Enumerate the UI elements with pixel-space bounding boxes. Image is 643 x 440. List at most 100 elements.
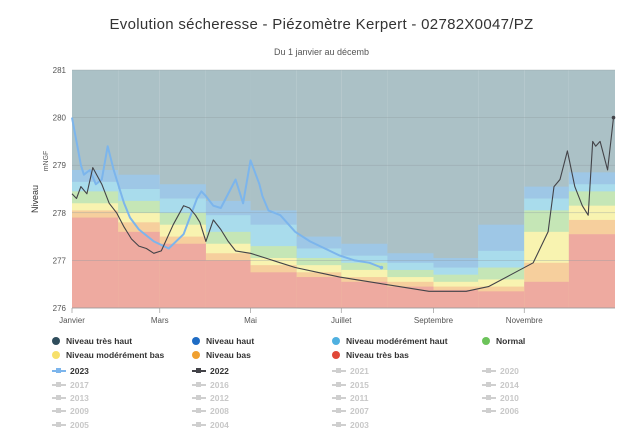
legend-dot-icon xyxy=(332,337,340,345)
legend-dot-icon xyxy=(52,351,60,359)
legend-line-icon xyxy=(482,381,496,389)
legend-line-icon xyxy=(192,407,206,415)
legend-item-niveau-bas[interactable]: Niveau bas xyxy=(192,350,251,360)
legend-label: Niveau modérément haut xyxy=(346,336,448,346)
legend-line-icon xyxy=(192,367,206,375)
chart-title: Evolution sécheresse - Piézomètre Kerper… xyxy=(109,16,534,33)
series-2023-end-point xyxy=(379,265,384,270)
legend-item-2003[interactable]: 2003 xyxy=(332,420,369,430)
legend-item-2013[interactable]: 2013 xyxy=(52,393,89,403)
band-niveau-tr-s-bas-m10 xyxy=(478,291,525,308)
legend-dot-icon xyxy=(52,337,60,345)
level-bands xyxy=(72,70,615,308)
legend-line-icon xyxy=(52,367,66,375)
legend-item-niveau-tr-s-haut[interactable]: Niveau très haut xyxy=(52,336,132,346)
y-tick-label: 276 xyxy=(53,304,67,313)
legend-item-2006[interactable]: 2006 xyxy=(482,406,519,416)
legend-line-icon xyxy=(332,381,346,389)
legend-line-icon xyxy=(52,394,66,402)
band-niveau-tr-s-bas-m9 xyxy=(433,289,479,308)
x-tick-label: Juillet xyxy=(331,316,352,325)
band-niveau-tr-s-bas-m11 xyxy=(524,281,569,308)
legend-label: 2003 xyxy=(350,420,369,430)
legend-label: 2021 xyxy=(350,366,369,376)
series-lines xyxy=(71,115,616,292)
legend-label: 2023 xyxy=(70,366,89,376)
series-2022-end-point xyxy=(611,115,616,120)
legend-label: 2014 xyxy=(500,380,519,390)
legend-dot-icon xyxy=(192,337,200,345)
legend-item-2005[interactable]: 2005 xyxy=(52,420,89,430)
legend-item-2022[interactable]: 2022 xyxy=(192,366,229,376)
y-tick-label: 280 xyxy=(53,114,67,123)
legend-label: 2005 xyxy=(70,420,89,430)
legend-dot-icon xyxy=(332,351,340,359)
legend-line-icon xyxy=(192,421,206,429)
legend-item-2020[interactable]: 2020 xyxy=(482,366,519,376)
band-niveau-tr-s-bas-m8 xyxy=(387,286,434,308)
legend-line-icon xyxy=(332,367,346,375)
legend-item-2015[interactable]: 2015 xyxy=(332,380,369,390)
legend-item-2017[interactable]: 2017 xyxy=(52,380,89,390)
y-axis-unit: mNGF xyxy=(43,151,50,172)
y-tick-label: 277 xyxy=(53,256,67,265)
legend-item-niveau-tr-s-bas[interactable]: Niveau très bas xyxy=(332,350,409,360)
x-tick-label: Janvier xyxy=(59,316,85,325)
y-tick-label: 278 xyxy=(53,209,67,218)
legend-label: 2011 xyxy=(350,393,369,403)
legend-line-icon xyxy=(332,394,346,402)
band-niveau-tr-s-bas-m4 xyxy=(205,260,251,308)
legend-line-icon xyxy=(192,381,206,389)
axes: 276 277 278 279 280 281 Janvier Mars Mai Juillet S… xyxy=(30,66,615,325)
legend-line-icon xyxy=(482,407,496,415)
y-tick-label: 281 xyxy=(53,66,67,75)
legend-label: Niveau haut xyxy=(206,336,255,346)
legend-item-2016[interactable]: 2016 xyxy=(192,380,229,390)
legend-label: 2013 xyxy=(70,393,89,403)
legend-line-icon xyxy=(332,407,346,415)
legend-label: Normal xyxy=(496,336,526,346)
legend-item-2012[interactable]: 2012 xyxy=(192,393,229,403)
legend-item-2023[interactable]: 2023 xyxy=(52,366,89,376)
legend-label: 2017 xyxy=(70,380,89,390)
legend-label: 2007 xyxy=(350,406,369,416)
y-axis-label: Niveau xyxy=(30,185,40,213)
band-niveau-tr-s-bas-m6 xyxy=(296,277,342,308)
series-2022-line xyxy=(71,117,615,292)
legend-item-2014[interactable]: 2014 xyxy=(482,380,519,390)
legend-item-niveau-mod-r-ment-haut[interactable]: Niveau modérément haut xyxy=(332,336,448,346)
band-niveau-tr-s-bas-m2 xyxy=(118,231,160,308)
legend-label: Niveau très haut xyxy=(66,336,133,346)
legend-line-icon xyxy=(52,381,66,389)
band-niveau-tr-s-bas-m5 xyxy=(250,272,297,308)
legend-label: 2009 xyxy=(70,406,89,416)
band-niveau-tr-s-bas-m12 xyxy=(568,234,615,308)
legend-label: 2008 xyxy=(210,406,229,416)
legend-item-2008[interactable]: 2008 xyxy=(192,406,229,416)
legend-line-icon xyxy=(192,394,206,402)
legend-item-2007[interactable]: 2007 xyxy=(332,406,369,416)
legend-label: 2006 xyxy=(500,406,519,416)
legend-item-2021[interactable]: 2021 xyxy=(332,366,369,376)
legend-dot-icon xyxy=(482,337,490,345)
legend-line-icon xyxy=(52,421,66,429)
legend-item-2009[interactable]: 2009 xyxy=(52,406,89,416)
legend-item-2004[interactable]: 2004 xyxy=(192,420,229,430)
legend-item-niveau-mod-r-ment-bas[interactable]: Niveau modérément bas xyxy=(52,350,164,360)
x-tick-label: Mars xyxy=(151,316,169,325)
legend-label: Niveau bas xyxy=(206,350,251,360)
legend-label: 2010 xyxy=(500,393,519,403)
legend-item-niveau-haut[interactable]: Niveau haut xyxy=(192,336,254,346)
legend-label: 2022 xyxy=(210,366,229,376)
x-tick-label: Septembre xyxy=(414,316,454,325)
legend-item-2011[interactable]: 2011 xyxy=(332,393,368,403)
legend-label: Niveau modérément bas xyxy=(66,350,165,360)
legend-line-icon xyxy=(52,407,66,415)
legend-item-2010[interactable]: 2010 xyxy=(482,393,519,403)
drought-chart: 276 277 278 279 280 281 Janvier Mars Mai Juillet S… xyxy=(30,66,616,325)
legend-item-normal[interactable]: Normal xyxy=(482,336,525,346)
legend-label: 2004 xyxy=(210,420,229,430)
legend-line-icon xyxy=(482,367,496,375)
legend-line-icon xyxy=(332,421,346,429)
legend-line-icon xyxy=(482,394,496,402)
